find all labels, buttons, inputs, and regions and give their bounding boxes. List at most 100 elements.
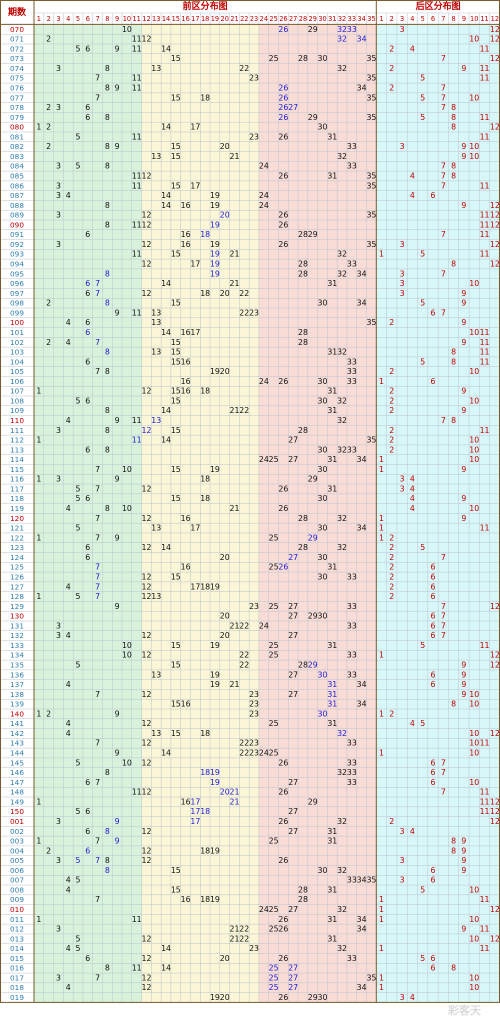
back-number-mark: 12 bbox=[490, 797, 500, 806]
front-number-mark: 17 bbox=[190, 797, 200, 806]
back-number-mark: 12 bbox=[490, 220, 500, 229]
front-number-mark: 6 bbox=[85, 318, 90, 327]
front-number-mark: 4 bbox=[66, 582, 71, 591]
issue-number: 116 bbox=[10, 475, 24, 484]
front-number-mark: 31 bbox=[327, 837, 337, 846]
front-number-mark: 3 bbox=[56, 191, 61, 200]
front-number-mark: 10 bbox=[122, 641, 132, 650]
back-number-mark: 8 bbox=[451, 113, 456, 122]
issue-number: 129 bbox=[10, 602, 24, 611]
front-number-mark: 29 bbox=[308, 612, 318, 621]
front-number-mark: 30 bbox=[318, 612, 328, 621]
back-number-mark: 3 bbox=[400, 289, 405, 298]
back-number-mark: 8 bbox=[451, 260, 456, 269]
issue-number: 126 bbox=[10, 572, 24, 581]
back-number-mark: 9 bbox=[461, 152, 466, 161]
front-number-mark: 21 bbox=[230, 250, 240, 259]
front-number-mark: 8 bbox=[105, 142, 110, 151]
back-number-mark: 10 bbox=[469, 729, 479, 738]
front-number-mark: 21 bbox=[230, 279, 240, 288]
back-number-mark: 3 bbox=[400, 856, 405, 865]
front-number-mark: 30 bbox=[318, 670, 328, 679]
front-number-mark: 1 bbox=[36, 592, 41, 601]
front-number-mark: 27 bbox=[288, 807, 298, 816]
front-number-mark: 35 bbox=[366, 171, 376, 180]
front-number-mark: 30 bbox=[318, 299, 328, 308]
back-number-mark: 11 bbox=[480, 895, 490, 904]
issue-number: 111 bbox=[10, 426, 24, 435]
front-number-mark: 5 bbox=[76, 484, 81, 493]
issue-number: 091 bbox=[10, 230, 24, 239]
front-number-mark: 28 bbox=[298, 338, 308, 347]
front-number-mark: 2 bbox=[46, 299, 51, 308]
front-number-mark: 33 bbox=[347, 162, 357, 171]
back-number-mark: 6 bbox=[431, 876, 436, 885]
front-number-mark: 1 bbox=[36, 436, 41, 445]
front-number-mark: 27 bbox=[288, 103, 298, 112]
front-number-mark: 33 bbox=[347, 142, 357, 151]
back-column-label: 6 bbox=[431, 15, 435, 23]
front-number-mark: 18 bbox=[200, 582, 210, 591]
back-number-mark: 6 bbox=[431, 680, 436, 689]
issue-number: 086 bbox=[10, 181, 24, 190]
front-column-label: 16 bbox=[181, 15, 189, 23]
front-number-mark: 32 bbox=[337, 514, 347, 523]
front-number-mark: 8 bbox=[105, 201, 110, 210]
front-number-mark: 7 bbox=[95, 592, 100, 601]
back-number-mark: 3 bbox=[400, 25, 405, 34]
issue-number: 005 bbox=[10, 856, 24, 865]
front-number-mark: 2 bbox=[46, 103, 51, 112]
front-column-label: 1 bbox=[37, 15, 41, 23]
front-number-mark: 5 bbox=[76, 494, 81, 503]
front-number-mark: 9 bbox=[115, 533, 120, 542]
back-number-mark: 11 bbox=[480, 338, 490, 347]
back-number-mark: 5 bbox=[420, 250, 425, 259]
front-number-mark: 15 bbox=[171, 426, 181, 435]
issue-number: 093 bbox=[10, 250, 24, 259]
front-number-mark: 11 bbox=[132, 83, 142, 92]
issue-number: 107 bbox=[10, 387, 24, 396]
back-number-mark: 2 bbox=[389, 396, 394, 405]
front-number-mark: 1 bbox=[36, 915, 41, 924]
front-number-mark: 16 bbox=[181, 895, 191, 904]
front-number-mark: 11 bbox=[132, 44, 142, 53]
front-number-mark: 3 bbox=[56, 64, 61, 73]
front-number-mark: 14 bbox=[161, 749, 171, 758]
back-number-mark: 11 bbox=[480, 807, 490, 816]
front-number-mark: 18 bbox=[200, 729, 210, 738]
front-number-mark: 1 bbox=[36, 533, 41, 542]
issue-number: 085 bbox=[10, 171, 24, 180]
issue-number: 112 bbox=[10, 436, 24, 445]
back-number-mark: 2 bbox=[389, 817, 394, 826]
front-number-mark: 19 bbox=[210, 260, 220, 269]
front-number-mark: 32 bbox=[337, 768, 347, 777]
front-number-mark: 18 bbox=[200, 387, 210, 396]
front-number-mark: 27 bbox=[288, 690, 298, 699]
back-number-mark: 9 bbox=[461, 406, 466, 415]
front-number-mark: 26 bbox=[278, 25, 288, 34]
front-number-mark: 22 bbox=[239, 406, 249, 415]
front-number-mark: 3 bbox=[56, 211, 61, 220]
back-number-mark: 11 bbox=[480, 44, 490, 53]
front-number-mark: 3 bbox=[56, 426, 61, 435]
back-number-mark: 6 bbox=[431, 592, 436, 601]
front-column-label: 3 bbox=[56, 15, 60, 23]
front-number-mark: 4 bbox=[66, 631, 71, 640]
front-number-mark: 34 bbox=[357, 983, 367, 992]
front-number-mark: 15 bbox=[171, 299, 181, 308]
front-column-label: 12 bbox=[142, 15, 150, 23]
issue-number: 106 bbox=[10, 377, 24, 386]
back-column-label: 11 bbox=[480, 15, 488, 23]
issue-number: 136 bbox=[10, 670, 24, 679]
back-number-mark: 10 bbox=[469, 739, 479, 748]
front-number-mark: 33 bbox=[347, 739, 357, 748]
front-number-mark: 22 bbox=[239, 64, 249, 73]
front-number-mark: 4 bbox=[66, 885, 71, 894]
back-number-mark: 11 bbox=[480, 74, 490, 83]
front-number-mark: 8 bbox=[105, 426, 110, 435]
issue-number: 014 bbox=[10, 944, 24, 953]
issue-number: 150 bbox=[10, 807, 24, 816]
front-number-mark: 25 bbox=[269, 983, 279, 992]
front-number-mark: 13 bbox=[151, 670, 161, 679]
front-number-mark: 21 bbox=[230, 925, 240, 934]
